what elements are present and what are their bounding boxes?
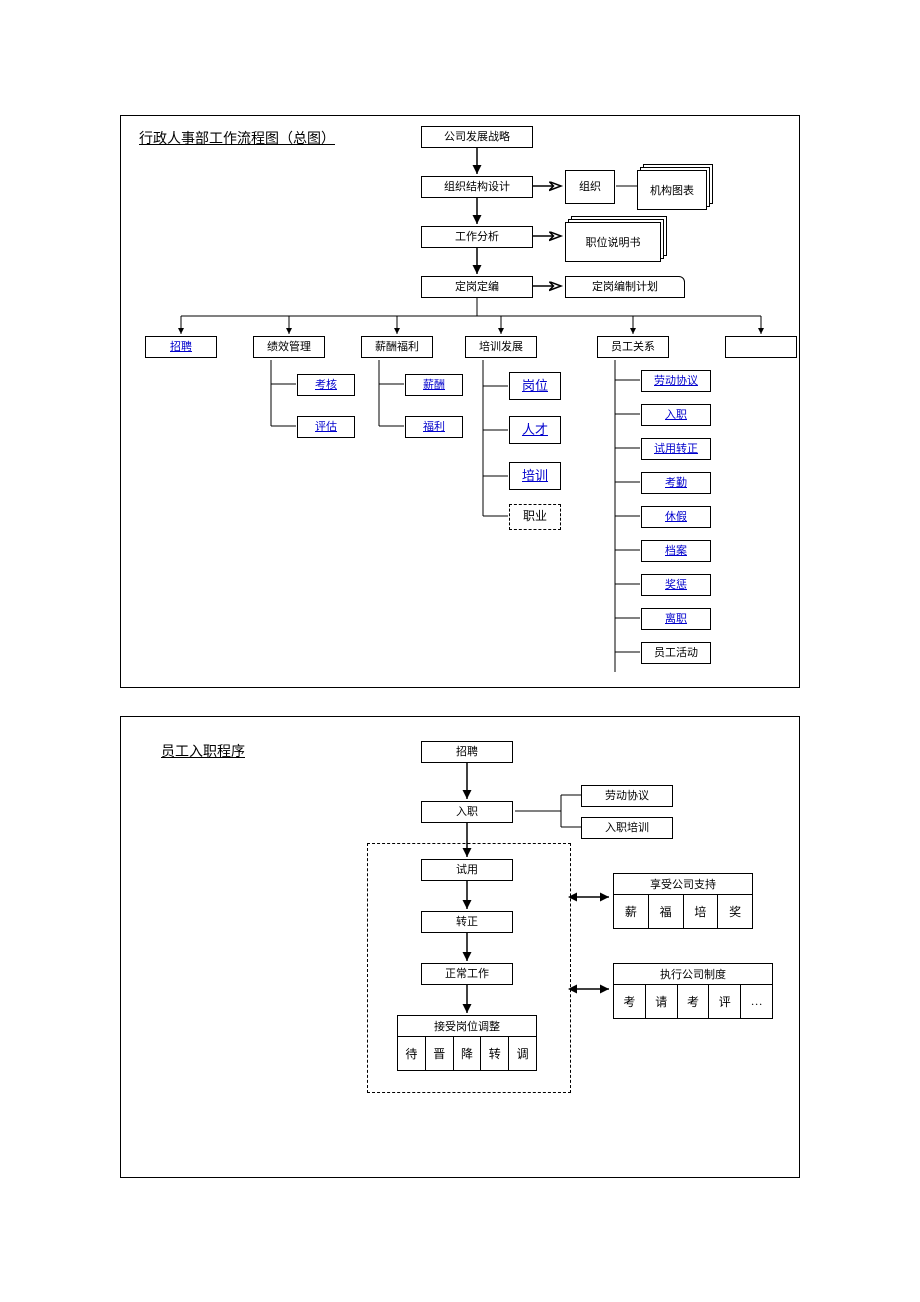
node-org-design: 组织结构设计 xyxy=(421,176,533,198)
output-plan-doc: 定岗编制计划 xyxy=(565,276,685,298)
cat-recruit[interactable]: 招聘 xyxy=(145,336,217,358)
comp-welfare[interactable]: 福利 xyxy=(405,416,463,438)
perf-eval[interactable]: 评估 xyxy=(297,416,355,438)
adjust-cell-3: 转 xyxy=(481,1037,509,1070)
panel-onboarding: 员工入职程序 招聘 xyxy=(120,716,800,1178)
cat-employee-relations: 员工关系 xyxy=(597,336,669,358)
rel-8: 员工活动 xyxy=(641,642,711,664)
train-talent[interactable]: 人才 xyxy=(509,416,561,444)
perf-assess[interactable]: 考核 xyxy=(297,374,355,396)
train-post[interactable]: 岗位 xyxy=(509,372,561,400)
adjust-cell-4: 调 xyxy=(509,1037,536,1070)
side-onboard-training: 入职培训 xyxy=(581,817,673,839)
support-cell-2: 培 xyxy=(684,895,719,928)
panel2-title: 员工入职程序 xyxy=(161,741,245,761)
system-group: 执行公司制度 考 请 考 评 … xyxy=(613,963,773,1019)
cat-compensation: 薪酬福利 xyxy=(361,336,433,358)
node-job-analysis: 工作分析 xyxy=(421,226,533,248)
support-group: 享受公司支持 薪 福 培 奖 xyxy=(613,873,753,929)
rel-7[interactable]: 离职 xyxy=(641,608,711,630)
panel-main-flowchart: 行政人事部工作流程图（总图） xyxy=(120,115,800,688)
train-career: 职业 xyxy=(509,504,561,530)
output-org: 组织 xyxy=(565,170,615,204)
system-cell-0: 考 xyxy=(614,985,646,1018)
cat-performance: 绩效管理 xyxy=(253,336,325,358)
adjust-cell-2: 降 xyxy=(454,1037,482,1070)
node-strategy: 公司发展战略 xyxy=(421,126,533,148)
rel-1[interactable]: 入职 xyxy=(641,404,711,426)
support-cell-0: 薪 xyxy=(614,895,649,928)
comp-pay[interactable]: 薪酬 xyxy=(405,374,463,396)
side-labor-agreement: 劳动协议 xyxy=(581,785,673,807)
onb-adjust: 接受岗位调整 待 晋 降 转 调 xyxy=(397,1015,537,1071)
system-cell-4: … xyxy=(741,985,772,1018)
cat-training: 培训发展 xyxy=(465,336,537,358)
page: www.zixin.com.cn 行政人事部工作流程图（总图） xyxy=(0,0,920,1302)
support-header: 享受公司支持 xyxy=(614,874,752,895)
onb-adjust-header: 接受岗位调整 xyxy=(398,1016,536,1037)
onb-regular: 转正 xyxy=(421,911,513,933)
adjust-cell-1: 晋 xyxy=(426,1037,454,1070)
rel-3[interactable]: 考勤 xyxy=(641,472,711,494)
onb-entry: 入职 xyxy=(421,801,513,823)
support-cell-3: 奖 xyxy=(718,895,752,928)
cat-empty xyxy=(725,336,797,358)
node-fix-posts: 定岗定编 xyxy=(421,276,533,298)
adjust-cell-0: 待 xyxy=(398,1037,426,1070)
system-header: 执行公司制度 xyxy=(614,964,772,985)
train-training[interactable]: 培训 xyxy=(509,462,561,490)
onb-recruit: 招聘 xyxy=(421,741,513,763)
onb-normal-work: 正常工作 xyxy=(421,963,513,985)
rel-6[interactable]: 奖惩 xyxy=(641,574,711,596)
rel-4[interactable]: 休假 xyxy=(641,506,711,528)
system-cell-3: 评 xyxy=(709,985,741,1018)
rel-0[interactable]: 劳动协议 xyxy=(641,370,711,392)
system-cell-1: 请 xyxy=(646,985,678,1018)
system-cell-2: 考 xyxy=(678,985,710,1018)
panel1-title: 行政人事部工作流程图（总图） xyxy=(139,128,335,148)
rel-2[interactable]: 试用转正 xyxy=(641,438,711,460)
rel-5[interactable]: 档案 xyxy=(641,540,711,562)
onb-probation: 试用 xyxy=(421,859,513,881)
support-cell-1: 福 xyxy=(649,895,684,928)
